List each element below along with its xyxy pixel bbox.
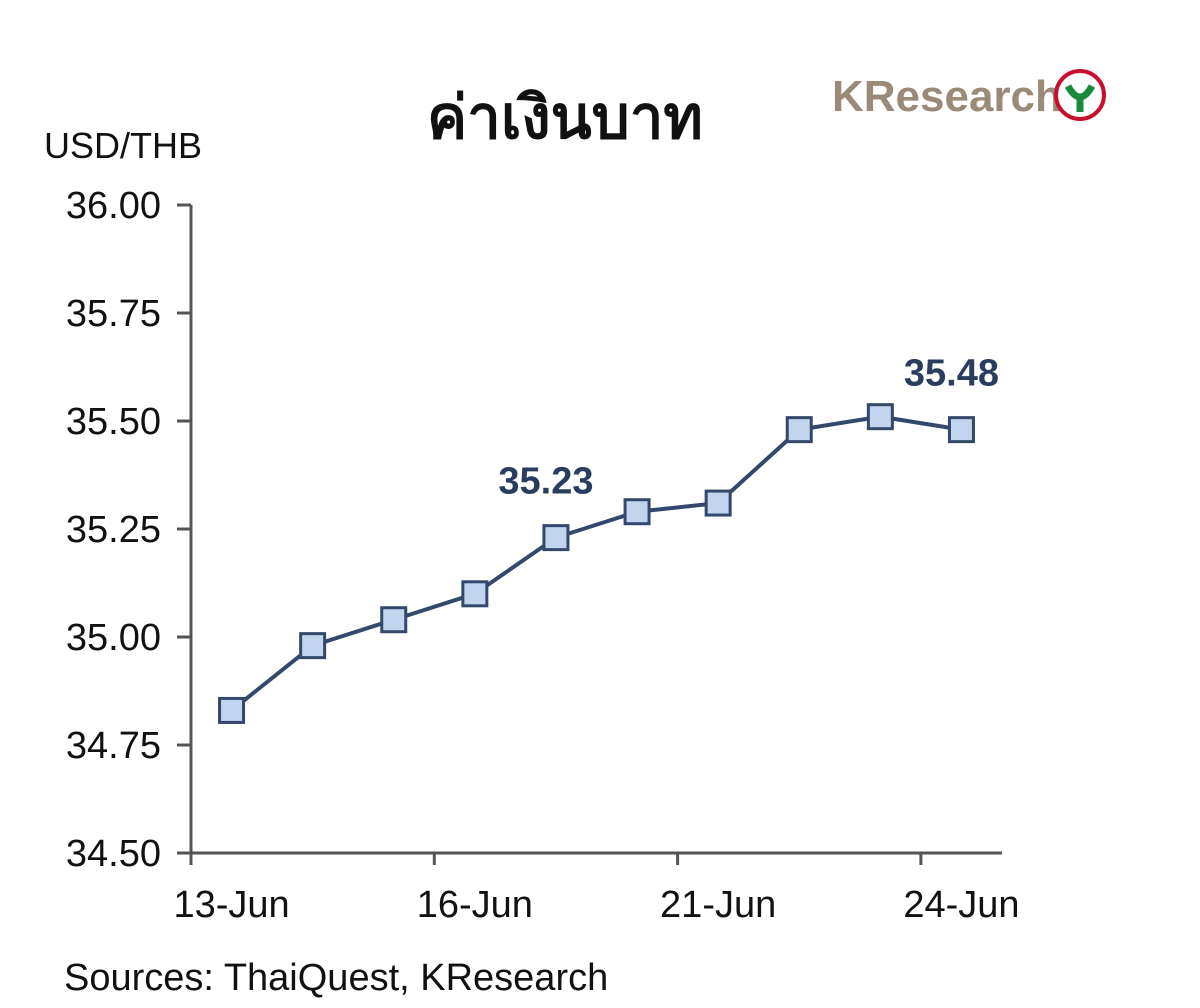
- y-tick-label: 34.50: [66, 833, 161, 875]
- y-tick-label: 35.00: [66, 617, 161, 659]
- y-tick-label: 35.75: [66, 293, 161, 335]
- y-axis-label: USD/THB: [44, 125, 202, 166]
- brand-logo: KResearch: [832, 72, 1062, 121]
- x-tick-label: 21-Jun: [660, 884, 776, 926]
- x-tick-label: 16-Jun: [417, 884, 533, 926]
- data-point: [947, 416, 975, 444]
- data-point: [218, 696, 246, 724]
- data-point: [704, 489, 732, 517]
- data-point: [785, 416, 813, 444]
- data-point: [623, 498, 651, 526]
- data-point: [380, 606, 408, 634]
- y-tick-label: 35.25: [66, 509, 161, 551]
- data-point: [461, 580, 489, 608]
- y-tick-label: 34.75: [66, 725, 161, 767]
- chart-title: ค่าเงินบาท: [427, 84, 703, 151]
- data-line: [230, 414, 962, 713]
- logo-leaf: [1064, 84, 1096, 112]
- data-point: [542, 524, 570, 552]
- data-point: [866, 403, 894, 431]
- x-tick-label: 24-Jun: [903, 884, 1019, 926]
- brand-icon: [1054, 69, 1106, 121]
- data-label: 35.23: [498, 461, 593, 503]
- data-point: [299, 632, 327, 660]
- data-label: 35.48: [904, 353, 999, 395]
- y-tick-label: 35.50: [66, 401, 161, 443]
- source-note: Sources: ThaiQuest, KResearch: [64, 957, 608, 999]
- y-tick-label: 36.00: [66, 185, 161, 227]
- x-tick-label: 13-Jun: [173, 884, 289, 926]
